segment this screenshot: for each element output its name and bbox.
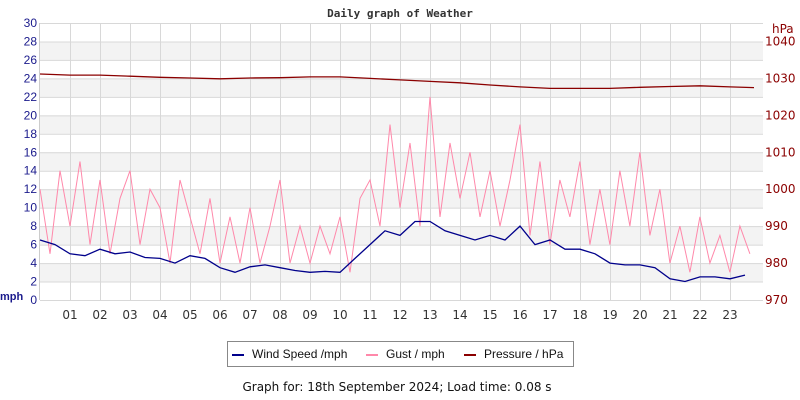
series-line-pressure xyxy=(39,73,755,90)
x-tick-label: 03 xyxy=(122,308,137,322)
grid-band xyxy=(40,226,763,245)
legend: Wind Speed /mph Gust / mph Pressure / hP… xyxy=(227,341,574,367)
x-tick-label: 09 xyxy=(302,308,317,322)
footer-text: Graph for: 18th September 2024; Load tim… xyxy=(242,380,551,394)
left-tick-label: 2 xyxy=(30,275,37,289)
left-tick-label: 22 xyxy=(24,90,38,104)
x-tick-label: 13 xyxy=(422,308,437,322)
x-tick-label: 19 xyxy=(602,308,617,322)
x-tick-label: 16 xyxy=(512,308,527,322)
x-tick-label: 23 xyxy=(722,308,737,322)
right-axis-label: hPa xyxy=(772,22,794,36)
x-tick-label: 07 xyxy=(242,308,257,322)
x-tick-label: 08 xyxy=(272,308,287,322)
left-tick-label: 0 xyxy=(30,293,37,307)
left-tick-label: 6 xyxy=(30,238,37,252)
x-tick-label: 11 xyxy=(362,308,377,322)
x-tick-label: 06 xyxy=(212,308,227,322)
legend-box xyxy=(227,341,574,367)
x-tick-label: 17 xyxy=(542,308,557,322)
x-tick-label: 15 xyxy=(482,308,497,322)
left-axis-label: mph xyxy=(0,291,24,303)
grid-band xyxy=(40,152,763,171)
right-tick-label: 1040 xyxy=(765,34,796,48)
grid-bands xyxy=(40,23,763,300)
x-tick-label: 01 xyxy=(62,308,77,322)
grid-band xyxy=(40,41,763,60)
legend-pressure: Pressure / hPa xyxy=(484,347,564,361)
right-tick-label: 1030 xyxy=(765,71,796,85)
x-tick-label: 12 xyxy=(392,308,407,322)
left-tick-label: 28 xyxy=(24,34,38,48)
x-tick-label: 20 xyxy=(632,308,647,322)
left-tick-label: 8 xyxy=(30,219,37,233)
right-axis-ticks: 970 980 990 1000 1010 1020 1030 1040 xyxy=(765,34,796,307)
x-axis-ticks: 01 02 03 04 05 06 07 08 09 10 11 12 13 14 15 16 17 18 19 20… xyxy=(62,308,737,322)
right-tick-label: 970 xyxy=(765,293,788,307)
right-tick-label: 1020 xyxy=(765,108,796,122)
series-line-gust xyxy=(39,96,751,273)
left-tick-label: 16 xyxy=(24,145,38,159)
left-tick-label: 10 xyxy=(24,201,38,215)
left-tick-label: 4 xyxy=(30,256,37,270)
grid-band xyxy=(40,263,763,282)
grid-band xyxy=(40,115,763,134)
legend-wind: Wind Speed /mph xyxy=(252,347,347,361)
right-tick-label: 980 xyxy=(765,256,788,270)
left-tick-label: 20 xyxy=(24,108,38,122)
series-lines xyxy=(39,73,755,283)
x-tick-label: 22 xyxy=(692,308,707,322)
x-tick-label: 05 xyxy=(182,308,197,322)
x-tick-label: 18 xyxy=(572,308,587,322)
grid-band xyxy=(40,78,763,97)
left-tick-label: 30 xyxy=(24,16,38,30)
x-tick-label: 21 xyxy=(662,308,677,322)
series-line-wind xyxy=(39,220,746,283)
left-tick-label: 24 xyxy=(24,71,38,85)
x-tick-label: 02 xyxy=(92,308,107,322)
left-tick-label: 26 xyxy=(24,53,38,67)
x-tick-label: 10 xyxy=(332,308,347,322)
legend-gust: Gust / mph xyxy=(386,347,445,361)
right-tick-label: 1000 xyxy=(765,182,796,196)
x-tick-label: 14 xyxy=(452,308,467,322)
left-tick-label: 12 xyxy=(24,182,38,196)
left-tick-label: 18 xyxy=(24,127,38,141)
left-tick-label: 14 xyxy=(24,164,38,178)
chart-title: Daily graph of Weather xyxy=(327,7,473,20)
x-tick-label: 04 xyxy=(152,308,167,322)
right-tick-label: 1010 xyxy=(765,145,796,159)
right-tick-label: 990 xyxy=(765,219,788,233)
